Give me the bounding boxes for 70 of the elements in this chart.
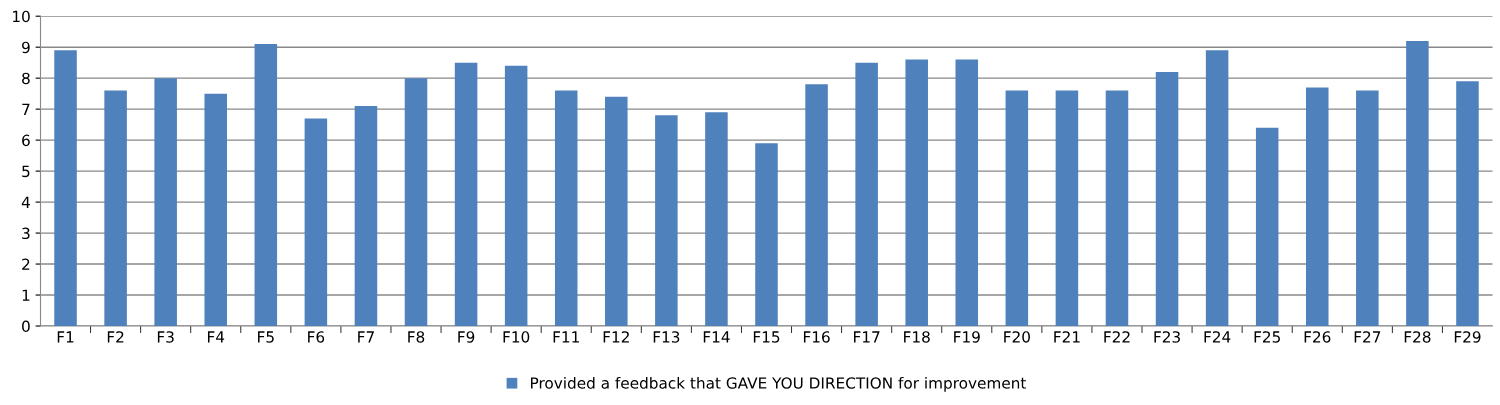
x-tick-label: F19 <box>954 331 980 343</box>
bar <box>504 65 528 327</box>
bar <box>1055 90 1079 327</box>
bar <box>554 90 578 327</box>
bar <box>755 143 778 327</box>
x-tick-label: F12 <box>603 331 629 343</box>
x-tick-label: F17 <box>854 331 880 343</box>
x-tick-label: F23 <box>1154 331 1180 343</box>
bar <box>605 96 628 327</box>
y-tick-label: 10 <box>13 10 30 23</box>
y-tick-label: 3 <box>22 227 30 240</box>
x-tick-label: F9 <box>458 331 475 343</box>
x-tick-label: F14 <box>703 331 730 343</box>
bar <box>855 62 878 327</box>
y-tick-label: 9 <box>22 41 30 54</box>
x-tick-label: F21 <box>1054 331 1080 343</box>
y-tick-label: 1 <box>22 289 30 301</box>
x-tick-label: F18 <box>904 331 930 343</box>
y-tick-label: 6 <box>22 134 30 147</box>
bar <box>905 59 928 327</box>
bar <box>1005 90 1029 327</box>
x-tick-label: F3 <box>157 331 174 343</box>
bar <box>805 84 828 327</box>
x-tick-label: F16 <box>803 331 830 343</box>
bar <box>404 78 428 327</box>
y-tick-label: 2 <box>22 258 30 270</box>
x-tick-label: F28 <box>1404 331 1431 343</box>
y-tick-label: 5 <box>22 165 30 178</box>
x-tick-label: F20 <box>1004 331 1030 343</box>
bar <box>454 62 478 327</box>
bar <box>304 118 328 327</box>
bar <box>254 44 278 327</box>
y-tick-label: 4 <box>21 196 30 208</box>
bar <box>1105 90 1129 327</box>
x-tick-label: F24 <box>1204 331 1231 343</box>
x-tick-label: F8 <box>408 331 425 343</box>
x-tick-label: F7 <box>358 331 374 343</box>
bar <box>1155 71 1179 327</box>
bar <box>204 93 228 327</box>
bar <box>104 90 127 327</box>
bar <box>705 112 728 327</box>
bar <box>154 78 177 327</box>
bar <box>354 106 378 327</box>
bar <box>1255 127 1279 327</box>
x-tick-label: F6 <box>308 331 325 343</box>
y-tick-label: 8 <box>22 72 30 85</box>
x-tick-label: F1 <box>57 331 74 343</box>
y-tick-label: 7 <box>22 103 30 115</box>
bar <box>1406 40 1429 327</box>
x-tick-label: F13 <box>653 331 680 343</box>
x-tick-label: F25 <box>1254 331 1280 343</box>
x-tick-label: F2 <box>107 331 124 343</box>
bar <box>1205 50 1229 327</box>
bar <box>955 59 979 327</box>
bar <box>54 50 77 327</box>
x-tick-label: F5 <box>258 331 274 343</box>
legend-label: Provided a feedback that GAVE YOU DIRECTION for improvement <box>531 376 1027 392</box>
bar <box>1305 87 1329 327</box>
bar <box>655 115 678 327</box>
bar <box>1356 90 1379 327</box>
x-tick-label: F22 <box>1104 331 1130 343</box>
y-tick-label: 0 <box>22 320 30 333</box>
x-tick-label: F4 <box>207 331 225 343</box>
x-tick-label: F10 <box>503 331 530 343</box>
x-tick-label: F26 <box>1304 331 1331 343</box>
x-tick-label: F11 <box>553 331 579 343</box>
x-tick-label: F15 <box>753 331 780 343</box>
bar <box>1456 81 1479 327</box>
x-tick-label: F29 <box>1454 331 1481 343</box>
x-tick-label: F27 <box>1354 331 1381 343</box>
